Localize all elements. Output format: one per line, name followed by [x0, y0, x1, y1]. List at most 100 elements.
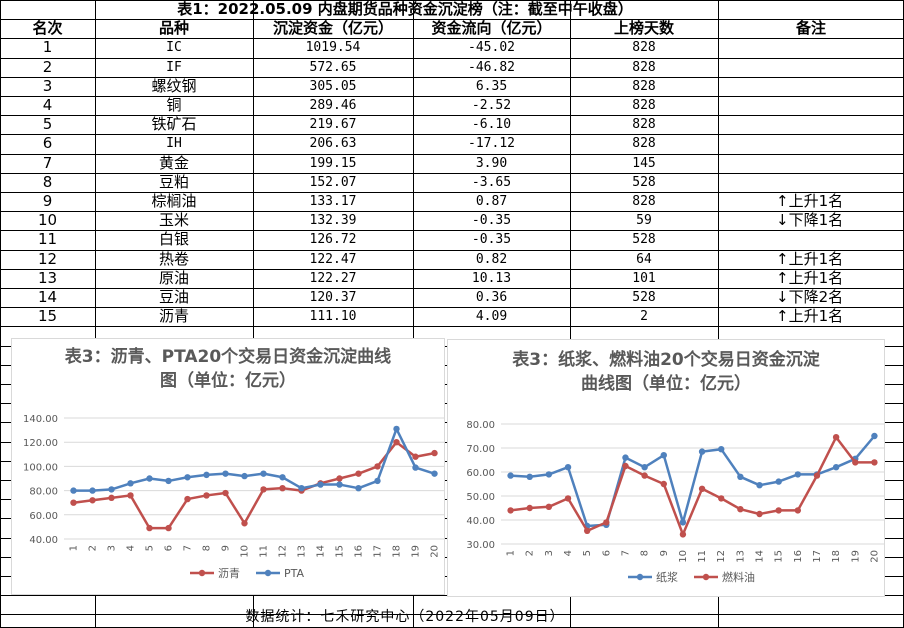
cell-variety: IH — [166, 136, 182, 152]
cell-remark — [776, 230, 896, 249]
data-point — [393, 425, 400, 433]
cell-days: 828 — [632, 194, 656, 209]
cell-rank: 1 — [42, 38, 53, 57]
cell-days: 145 — [632, 155, 656, 171]
data-point — [679, 519, 687, 526]
x-tick-label: 5 — [582, 550, 593, 556]
cell-remark — [776, 134, 896, 153]
data-point — [336, 481, 343, 488]
chart-asphalt-pta: 表3：沥青、PTA20个交易日资金沉淀曲线 图（单位：亿元） 40.00 60.0… — [11, 338, 445, 595]
cell-variety: 白银 — [158, 230, 189, 249]
x-tick-label: 19 — [411, 545, 422, 558]
data-point — [431, 449, 438, 457]
x-tick-label: 20 — [869, 550, 880, 563]
data-point — [203, 471, 210, 479]
data-point — [374, 463, 381, 470]
data-point — [393, 439, 400, 446]
cell-days: 2 — [640, 309, 648, 325]
cell-days: 528 — [632, 290, 656, 305]
x-tick-label: 3 — [544, 550, 555, 556]
cell-variety: 棕榈油 — [151, 192, 197, 210]
x-tick-label: 2 — [525, 550, 536, 556]
cell-days: 828 — [632, 40, 656, 56]
cell-rank: 15 — [37, 307, 58, 326]
data-point — [298, 484, 305, 492]
y-tick-label: 80.00 — [29, 487, 58, 498]
x-tick-label: 16 — [354, 545, 365, 558]
data-point — [775, 507, 782, 514]
cell-rank: 11 — [37, 230, 58, 249]
series-line-0 — [73, 440, 435, 530]
data-point — [794, 507, 802, 514]
legend-marker — [264, 569, 272, 577]
cell-capital: 199.15 — [309, 155, 357, 171]
cell-days: 528 — [632, 232, 656, 248]
data-point — [698, 485, 706, 492]
cell-flow: 0.82 — [475, 251, 508, 267]
cell-capital: 122.47 — [309, 251, 357, 267]
header-rank: 名次 — [32, 19, 63, 38]
data-point — [871, 432, 878, 440]
data-point — [756, 482, 763, 489]
chart2-title-line1: 表3：纸浆、燃料油20个交易日资金沉淀 — [512, 350, 820, 370]
cell-rank: 6 — [42, 134, 53, 153]
cell-capital: 132.39 — [309, 213, 357, 229]
cell-remark — [776, 58, 896, 77]
cell-capital: 572.65 — [309, 59, 357, 75]
x-tick-label: 12 — [278, 545, 289, 558]
x-tick-label: 8 — [202, 545, 213, 551]
y-tick-label: 50.00 — [466, 492, 495, 503]
cell-remark: ↓下降2名 — [776, 288, 844, 306]
cell-remark — [776, 154, 896, 173]
cell-days: 828 — [632, 98, 656, 113]
cell-flow: 3.90 — [475, 155, 508, 171]
cell-flow: 6.35 — [475, 78, 508, 94]
data-point — [641, 464, 648, 471]
cell-variety: IC — [166, 40, 182, 56]
x-tick-label: 2 — [88, 545, 99, 551]
cell-days: 828 — [632, 59, 656, 75]
cell-variety: 螺纹钢 — [151, 76, 197, 95]
cell-flow: 0.87 — [475, 194, 508, 209]
data-point — [279, 474, 286, 481]
y-tick-label: 140.00 — [23, 414, 58, 425]
chart-pulp-fueloil: 表3：纸浆、燃料油20个交易日资金沉淀 曲线图（单位：亿元） 30.00 40.0… — [447, 339, 885, 597]
cell-rank: 4 — [42, 96, 53, 114]
data-point — [832, 434, 840, 441]
x-tick-label: 8 — [640, 550, 651, 556]
cell-capital: 289.46 — [309, 98, 357, 113]
data-point — [813, 472, 821, 479]
x-tick-label: 16 — [793, 550, 804, 563]
cell-variety: IF — [166, 59, 182, 75]
cell-flow: -2.52 — [471, 98, 512, 113]
data-point — [545, 471, 553, 478]
cell-remark: ↑上升1名 — [776, 268, 844, 287]
data-point — [412, 453, 419, 460]
data-point — [355, 484, 362, 492]
data-source-footer: 数据统计：七禾研究中心（2022年05月09日） — [245, 609, 565, 625]
x-tick-label: 6 — [601, 550, 612, 556]
cell-remark: ↓下降1名 — [776, 211, 844, 230]
cell-rank: 14 — [37, 288, 58, 306]
cell-capital: 305.05 — [309, 78, 357, 94]
cell-days: 59 — [636, 213, 652, 229]
cell-rank: 13 — [37, 268, 58, 287]
data-point — [718, 495, 725, 502]
x-tick-label: 10 — [240, 545, 251, 558]
cell-remark — [776, 96, 896, 115]
cell-variety: 黄金 — [158, 153, 189, 172]
cell-remark — [776, 115, 896, 134]
data-point — [374, 477, 381, 485]
x-tick-label: 13 — [735, 550, 746, 563]
data-point — [146, 475, 153, 482]
data-point — [794, 471, 802, 478]
x-tick-label: 14 — [316, 545, 327, 558]
data-point — [564, 495, 572, 502]
legend-marker — [636, 573, 644, 581]
cell-variety: 热卷 — [158, 249, 189, 268]
data-point — [564, 464, 572, 471]
x-tick-label: 9 — [659, 550, 670, 556]
cell-flow: -6.10 — [471, 117, 512, 133]
data-point — [127, 492, 134, 499]
